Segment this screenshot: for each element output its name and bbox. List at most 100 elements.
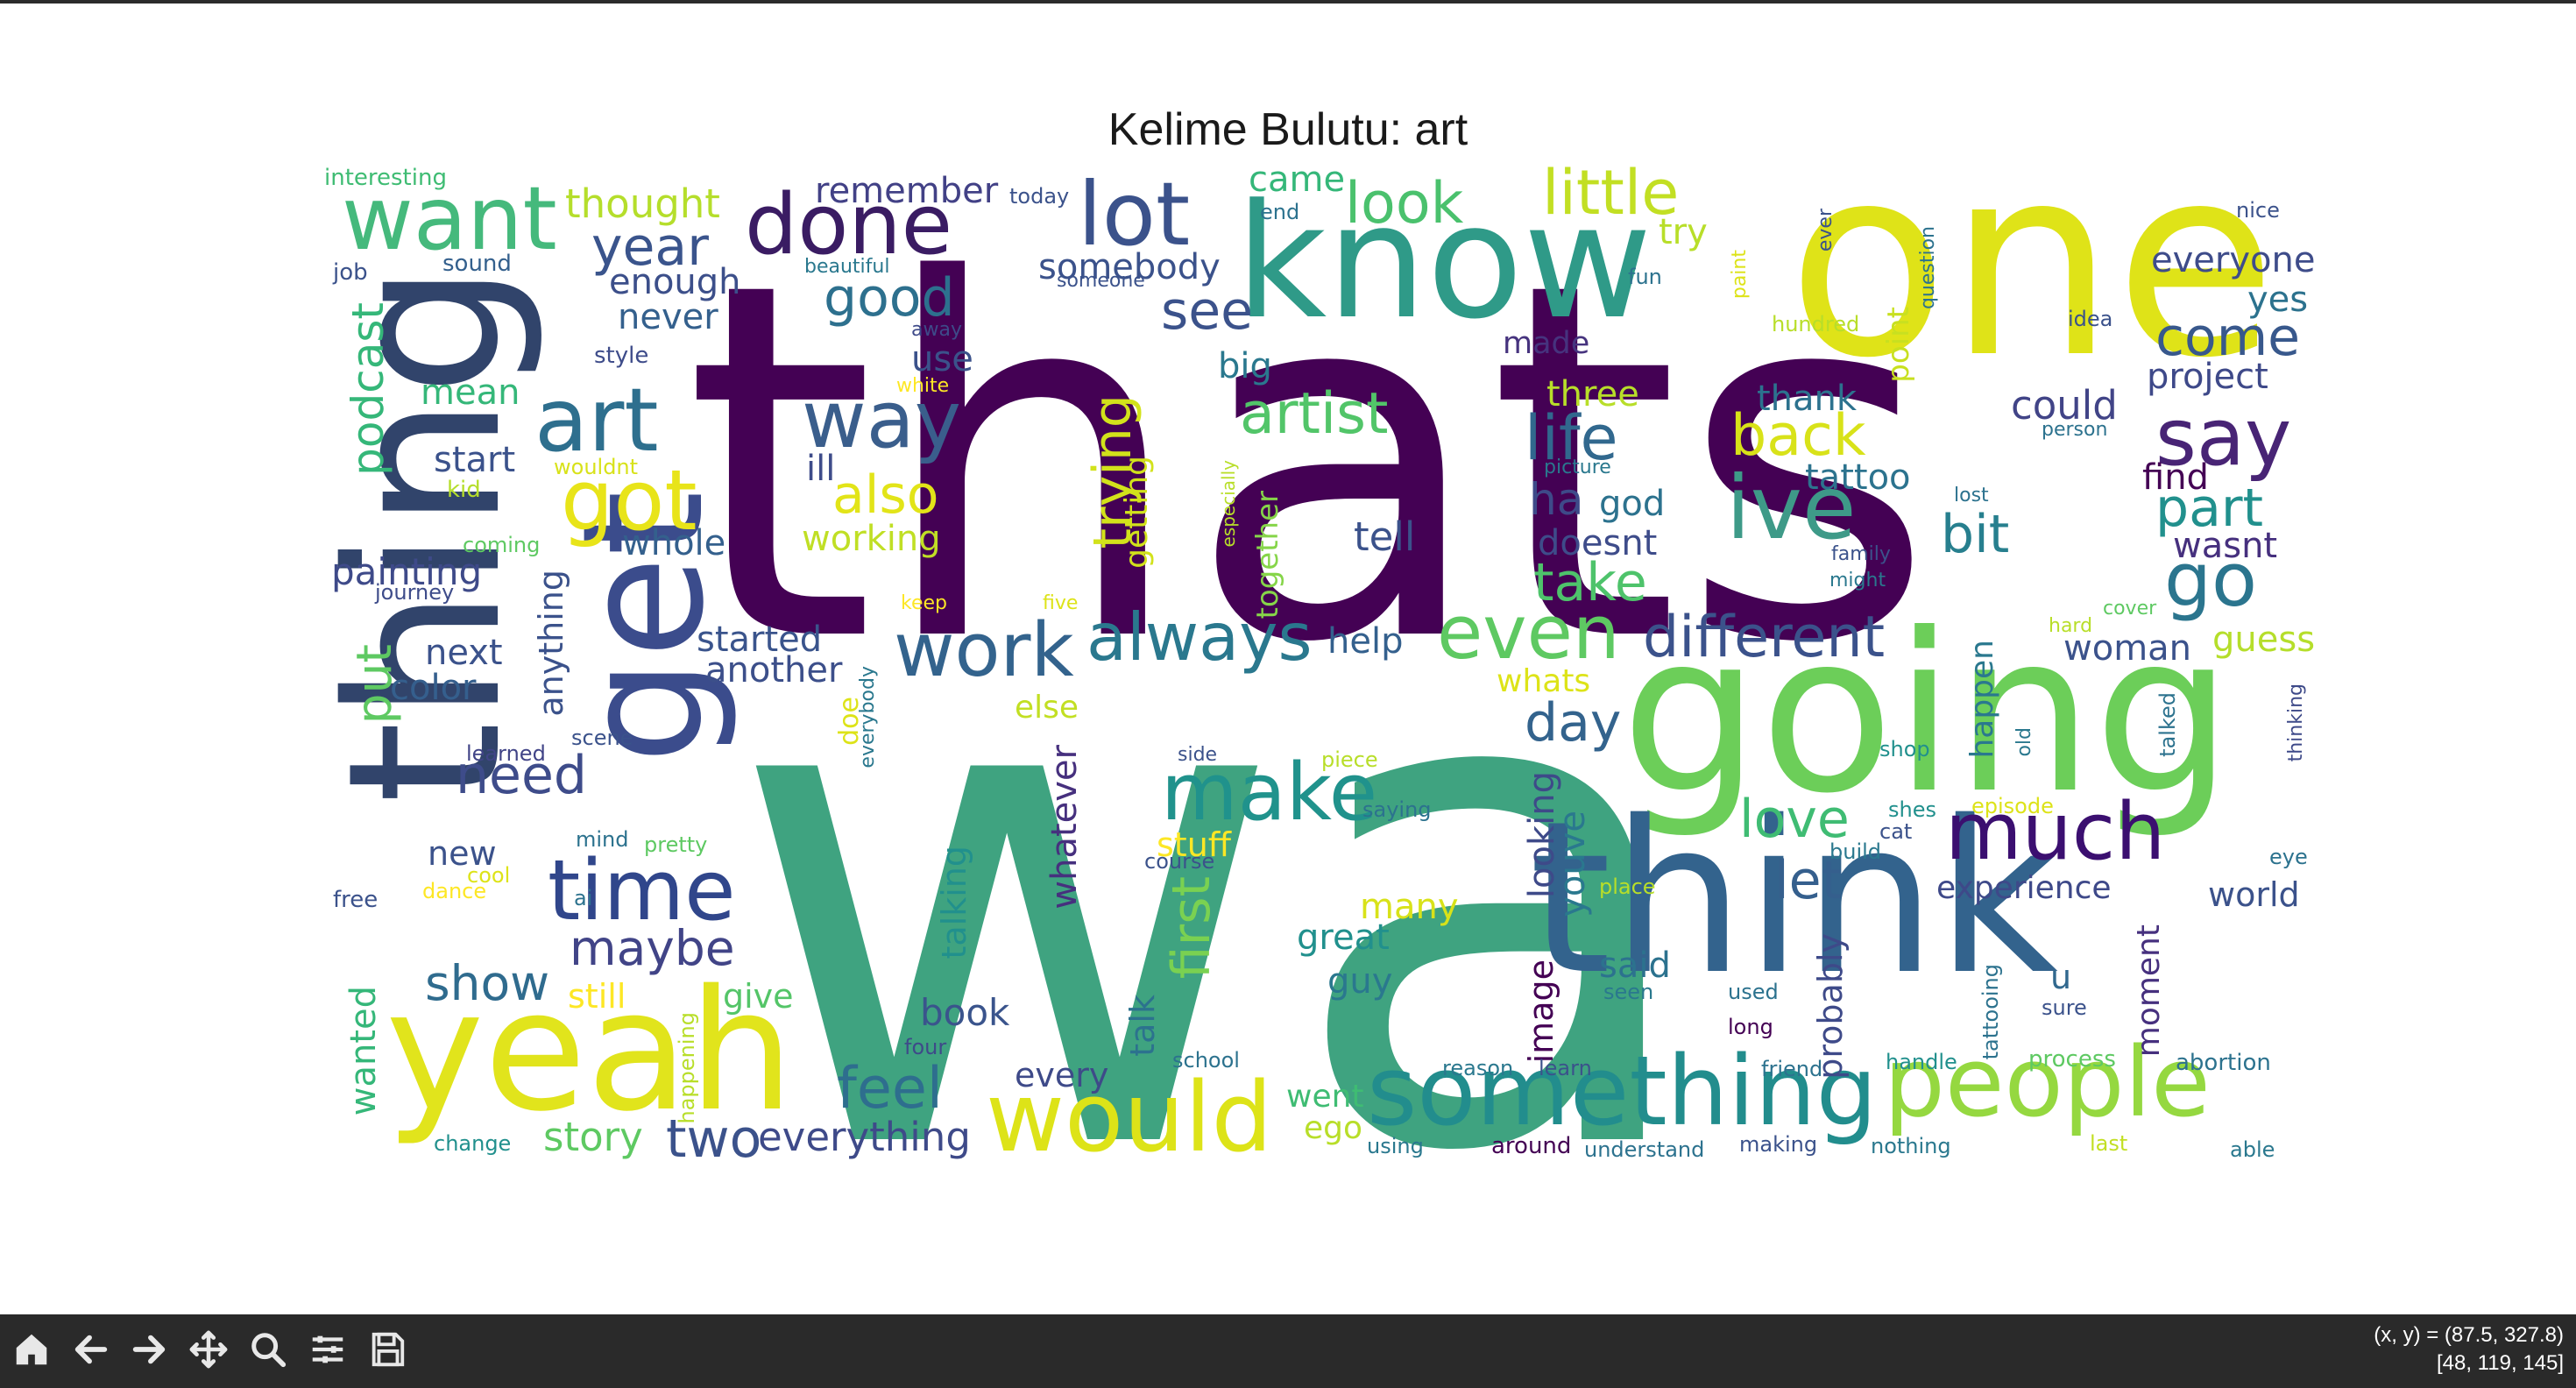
word-together: together bbox=[1250, 491, 1285, 620]
word-around: around bbox=[1491, 1133, 1572, 1159]
word-using: using bbox=[1367, 1134, 1424, 1158]
back-arrow-icon bbox=[74, 1335, 108, 1364]
word-handle: handle bbox=[1886, 1050, 1957, 1074]
word-need: need bbox=[456, 745, 587, 806]
word-job: job bbox=[333, 259, 368, 286]
word-thank: thank bbox=[1757, 379, 1858, 419]
word-wasnt: wasnt bbox=[2173, 526, 2278, 566]
word-keep: keep bbox=[901, 592, 947, 614]
word-world: world bbox=[2208, 875, 2300, 914]
word-still: still bbox=[568, 977, 626, 1016]
word-podcast: podcast bbox=[343, 302, 393, 476]
word-always: always bbox=[1086, 598, 1313, 676]
word-understand: understand bbox=[1584, 1137, 1705, 1162]
word-nice: nice bbox=[2236, 198, 2280, 223]
word-somebody: somebody bbox=[1038, 247, 1221, 287]
zoom-button[interactable] bbox=[242, 1321, 294, 1377]
word-remember: remember bbox=[815, 171, 999, 211]
word-big: big bbox=[1218, 346, 1272, 386]
word-done: done bbox=[745, 177, 953, 273]
word-moment: moment bbox=[2131, 924, 2167, 1058]
plot-toolbar bbox=[0, 1314, 2576, 1388]
word-could: could bbox=[2011, 382, 2118, 428]
word-especially: especially bbox=[1218, 460, 1239, 548]
word-try: try bbox=[1659, 212, 1708, 252]
word-idea: idea bbox=[2068, 307, 2113, 331]
forward-button[interactable] bbox=[123, 1321, 175, 1377]
word-able: able bbox=[2230, 1137, 2275, 1162]
word-would: would bbox=[986, 1061, 1273, 1173]
word-happen: happen bbox=[1964, 640, 2000, 759]
word-beautiful: beautiful bbox=[804, 256, 890, 278]
word-went: went bbox=[1286, 1079, 1364, 1115]
word-bit: bit bbox=[1941, 504, 2010, 565]
word-got: got bbox=[561, 453, 697, 549]
word-interesting: interesting bbox=[324, 165, 447, 191]
word-scene: scene bbox=[571, 726, 633, 750]
word-sound: sound bbox=[442, 251, 512, 277]
word-away: away bbox=[911, 319, 962, 341]
word-ego: ego bbox=[1304, 1110, 1363, 1146]
configure-subplots-button[interactable] bbox=[301, 1321, 354, 1377]
word-start: start bbox=[434, 440, 516, 480]
word-every: every bbox=[1015, 1056, 1109, 1094]
word-talking: talking bbox=[935, 846, 973, 960]
word-shop: shop bbox=[1879, 737, 1930, 761]
cursor-readout: (x, y) = (87.5, 327.8) [48, 119, 145] bbox=[2374, 1321, 2564, 1377]
word-book: book bbox=[920, 991, 1010, 1034]
word-style: style bbox=[594, 343, 649, 369]
word-else: else bbox=[1015, 690, 1079, 726]
word-hard: hard bbox=[2049, 615, 2093, 637]
forward-arrow-icon bbox=[132, 1335, 166, 1364]
word-thinking: thinking bbox=[2285, 683, 2307, 762]
word-doesnt: doesnt bbox=[1538, 523, 1658, 563]
word-person: person bbox=[2042, 419, 2108, 441]
word-color: color bbox=[390, 668, 477, 708]
word-great: great bbox=[1297, 917, 1390, 958]
word-started: started bbox=[697, 620, 823, 660]
word-tattooing: tattooing bbox=[1978, 964, 2003, 1060]
word-cat: cat bbox=[1879, 819, 1913, 844]
word-happening: happening bbox=[675, 1012, 699, 1124]
word-good: good bbox=[824, 267, 955, 329]
word-today: today bbox=[1009, 184, 1070, 209]
word-time: time bbox=[548, 843, 736, 939]
word-everything: everything bbox=[758, 1114, 971, 1160]
word-going: going bbox=[1621, 586, 2233, 841]
word-god: god bbox=[1599, 484, 1666, 524]
word-another: another bbox=[705, 650, 843, 690]
word-give: give bbox=[723, 977, 794, 1016]
word-let: let bbox=[1774, 850, 1843, 911]
word-change: change bbox=[434, 1131, 512, 1156]
word-yeah: yeah bbox=[386, 954, 795, 1148]
word-build: build bbox=[1829, 839, 1882, 864]
word-might: might bbox=[1829, 570, 1886, 591]
word-dance: dance bbox=[422, 879, 487, 903]
back-button[interactable] bbox=[65, 1321, 117, 1377]
word-old: old bbox=[2013, 727, 2035, 757]
word-four: four bbox=[904, 1035, 947, 1059]
word-ever: ever bbox=[1815, 209, 1836, 252]
word-also: also bbox=[832, 464, 939, 526]
word-end: end bbox=[1260, 200, 1300, 224]
word-love: love bbox=[1739, 789, 1850, 850]
word-go: go bbox=[2164, 537, 2257, 624]
word-made: made bbox=[1503, 326, 1590, 361]
word-guess: guess bbox=[2212, 620, 2316, 660]
word-cover: cover bbox=[2103, 598, 2157, 620]
pan-button[interactable] bbox=[182, 1321, 235, 1377]
home-button[interactable] bbox=[5, 1321, 58, 1377]
word-ill: ill bbox=[806, 449, 836, 489]
word-u: u bbox=[2050, 958, 2072, 996]
save-button[interactable] bbox=[361, 1321, 414, 1377]
word-ai: ai bbox=[574, 886, 593, 910]
word-learned: learned bbox=[466, 741, 546, 766]
word-think: think bbox=[1529, 775, 2058, 1021]
word-ha: ha bbox=[1529, 474, 1584, 525]
word-wanted: wanted bbox=[343, 986, 384, 1116]
word-tell: tell bbox=[1354, 513, 1416, 560]
word-art: art bbox=[534, 369, 659, 471]
word-story: story bbox=[543, 1114, 643, 1160]
word-show: show bbox=[425, 955, 550, 1011]
word-coming: coming bbox=[463, 533, 541, 557]
